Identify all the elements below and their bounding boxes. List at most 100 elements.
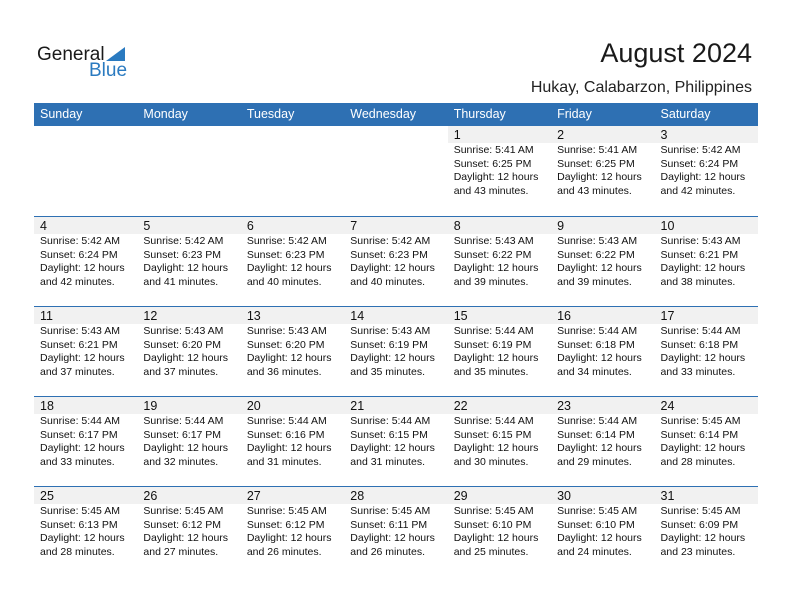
daylight-text: Daylight: 12 hours <box>143 262 229 275</box>
day-cell: 20 Sunrise: 5:44 AM Sunset: 6:16 PM Dayligh… <box>240 397 345 486</box>
daylight-text: Daylight: 12 hours <box>40 262 125 275</box>
minutes-text: and 33 minutes. <box>40 455 115 468</box>
daylight-text: Daylight: 12 hours <box>453 262 539 275</box>
sunrise-text: Sunrise: 5:43 AM <box>246 325 327 337</box>
sunset-text: Sunset: 6:23 PM <box>246 248 325 261</box>
day-cell: 19 Sunrise: 5:44 AM Sunset: 6:17 PM Dayligh… <box>137 397 241 486</box>
daylight-text: Daylight: 12 hours <box>660 171 746 184</box>
sunset-text: Sunset: 6:22 PM <box>453 248 532 261</box>
sunrise-text: Sunrise: 5:45 AM <box>350 505 431 517</box>
sunrise-text: Sunrise: 5:44 AM <box>557 415 638 427</box>
minutes-text: and 33 minutes. <box>660 365 736 378</box>
sunrise-text: Sunrise: 5:44 AM <box>40 415 120 427</box>
minutes-text: and 27 minutes. <box>143 545 219 558</box>
weekday-tuesday: Tuesday <box>246 107 295 121</box>
day-number: 10 <box>654 217 758 234</box>
day-cell: 22 Sunrise: 5:44 AM Sunset: 6:15 PM Dayligh… <box>447 397 552 486</box>
minutes-text: and 40 minutes. <box>350 275 425 288</box>
sunset-text: Sunset: 6:12 PM <box>246 518 325 531</box>
day-cell: 2 Sunrise: 5:41 AM Sunset: 6:25 PM Daylight… <box>551 126 655 216</box>
minutes-text: and 28 minutes. <box>660 455 736 468</box>
minutes-text: and 42 minutes. <box>660 184 736 197</box>
minutes-text: and 34 minutes. <box>557 365 632 378</box>
sunrise-text: Sunrise: 5:44 AM <box>143 415 224 427</box>
day-number: 18 <box>34 397 138 414</box>
daylight-text: Daylight: 12 hours <box>40 352 125 365</box>
minutes-text: and 36 minutes. <box>246 365 322 378</box>
weekday-friday: Friday <box>557 107 592 121</box>
minutes-text: and 40 minutes. <box>246 275 322 288</box>
day-number: 21 <box>344 397 448 414</box>
logo-blue: Blue <box>89 60 128 81</box>
day-number: 7 <box>344 217 448 234</box>
day-number: 16 <box>551 307 655 324</box>
day-number: 22 <box>447 397 552 414</box>
minutes-text: and 32 minutes. <box>143 455 219 468</box>
sunset-text: Sunset: 6:13 PM <box>40 518 118 531</box>
daylight-text: Daylight: 12 hours <box>557 532 642 545</box>
week-row: 11 Sunrise: 5:43 AM Sunset: 6:21 PM Dayligh… <box>34 306 758 396</box>
sunrise-text: Sunrise: 5:43 AM <box>143 325 224 337</box>
sunset-text: Sunset: 6:21 PM <box>40 338 118 351</box>
sunset-text: Sunset: 6:24 PM <box>660 157 739 170</box>
weekday-header: Sunday Monday Tuesday Wednesday Thursday Frid… <box>34 103 758 126</box>
sunset-text: Sunset: 6:25 PM <box>557 157 635 170</box>
day-number: 11 <box>34 307 138 324</box>
day-cell: 3 Sunrise: 5:42 AM Sunset: 6:24 PM Daylight… <box>654 126 758 216</box>
sunrise-text: Sunrise: 5:44 AM <box>350 415 431 427</box>
day-number: 28 <box>344 487 448 504</box>
day-cell: 6 Sunrise: 5:42 AM Sunset: 6:23 PM Daylight… <box>240 217 345 306</box>
day-cell: 4 Sunrise: 5:42 AM Sunset: 6:24 PM Daylight… <box>34 217 138 306</box>
minutes-text: and 24 minutes. <box>557 545 632 558</box>
minutes-text: and 26 minutes. <box>246 545 322 558</box>
sunset-text: Sunset: 6:24 PM <box>40 248 118 261</box>
sunrise-text: Sunrise: 5:44 AM <box>557 325 638 337</box>
weekday-sunday: Sunday <box>40 107 83 121</box>
logo-general: General <box>37 44 105 65</box>
daylight-text: Daylight: 12 hours <box>350 442 435 455</box>
sunrise-text: Sunrise: 5:43 AM <box>453 235 534 247</box>
sunset-text: Sunset: 6:19 PM <box>453 338 532 351</box>
calendar: Sunday Monday Tuesday Wednesday Thursday Frid… <box>34 103 758 576</box>
daylight-text: Daylight: 12 hours <box>660 442 746 455</box>
sunrise-text: Sunrise: 5:42 AM <box>660 144 741 156</box>
sunset-text: Sunset: 6:25 PM <box>453 157 532 170</box>
daylight-text: Daylight: 12 hours <box>246 352 332 365</box>
day-number: 4 <box>34 217 138 234</box>
sunset-text: Sunset: 6:17 PM <box>143 428 222 441</box>
daylight-text: Daylight: 12 hours <box>40 532 125 545</box>
sunrise-text: Sunrise: 5:45 AM <box>453 505 534 517</box>
daylight-text: Daylight: 12 hours <box>350 262 435 275</box>
page-title: August 2024 <box>600 38 752 68</box>
day-cell: 26 Sunrise: 5:45 AM Sunset: 6:12 PM Dayligh… <box>137 487 241 576</box>
logo-triangle-icon <box>106 47 125 61</box>
day-cell: 11 Sunrise: 5:43 AM Sunset: 6:21 PM Dayligh… <box>34 307 138 396</box>
day-cell: 21 Sunrise: 5:44 AM Sunset: 6:15 PM Dayligh… <box>344 397 448 486</box>
sunset-text: Sunset: 6:21 PM <box>660 248 739 261</box>
location: Hukay, Calabarzon, Philippines <box>530 79 752 96</box>
sunrise-text: Sunrise: 5:41 AM <box>557 144 638 156</box>
day-number: 31 <box>654 487 758 504</box>
weekday-monday: Monday <box>143 107 188 121</box>
week-row: 4 Sunrise: 5:42 AM Sunset: 6:24 PM Daylight… <box>34 216 758 306</box>
day-cell: 1 Sunrise: 5:41 AM Sunset: 6:25 PM Daylight… <box>447 126 552 216</box>
daylight-text: Daylight: 12 hours <box>453 171 539 184</box>
day-number: 12 <box>137 307 241 324</box>
day-number: 1 <box>447 126 552 143</box>
sunrise-text: Sunrise: 5:41 AM <box>453 144 534 156</box>
day-cell <box>137 126 240 216</box>
weekday-thursday: Thursday <box>453 107 506 121</box>
day-cell: 29 Sunrise: 5:45 AM Sunset: 6:10 PM Dayligh… <box>447 487 552 576</box>
day-cell: 12 Sunrise: 5:43 AM Sunset: 6:20 PM Dayligh… <box>137 307 241 396</box>
day-cell: 10 Sunrise: 5:43 AM Sunset: 6:21 PM Dayligh… <box>654 217 758 306</box>
weekday-saturday: Saturday <box>660 107 711 121</box>
minutes-text: and 37 minutes. <box>143 365 219 378</box>
sunrise-text: Sunrise: 5:42 AM <box>350 235 431 247</box>
minutes-text: and 35 minutes. <box>453 365 529 378</box>
day-number: 17 <box>654 307 758 324</box>
minutes-text: and 30 minutes. <box>453 455 529 468</box>
minutes-text: and 28 minutes. <box>40 545 115 558</box>
daylight-text: Daylight: 12 hours <box>350 532 435 545</box>
day-cell: 8 Sunrise: 5:43 AM Sunset: 6:22 PM Daylight… <box>447 217 552 306</box>
minutes-text: and 41 minutes. <box>143 275 219 288</box>
